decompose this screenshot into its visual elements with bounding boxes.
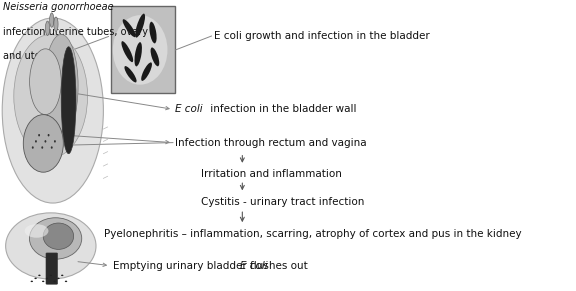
- Ellipse shape: [54, 140, 56, 143]
- Text: E coli growth and infection in the bladder: E coli growth and infection in the bladd…: [214, 31, 430, 41]
- Ellipse shape: [141, 62, 152, 81]
- Ellipse shape: [135, 42, 142, 66]
- Ellipse shape: [46, 278, 48, 279]
- Ellipse shape: [2, 18, 103, 203]
- Ellipse shape: [38, 275, 40, 276]
- Text: Neisseria gonorrhoeae: Neisseria gonorrhoeae: [3, 2, 114, 12]
- Text: and uterus: and uterus: [3, 52, 56, 61]
- Text: Infection through rectum and vagina: Infection through rectum and vagina: [176, 138, 367, 148]
- Ellipse shape: [124, 66, 137, 82]
- Text: Irritation and inflammation: Irritation and inflammation: [201, 169, 342, 180]
- Ellipse shape: [61, 275, 63, 276]
- Text: Pyelonephritis – inflammation, scarring, atrophy of cortex and pus in the kidney: Pyelonephritis – inflammation, scarring,…: [104, 229, 521, 239]
- Ellipse shape: [57, 278, 60, 279]
- Ellipse shape: [31, 281, 33, 282]
- Ellipse shape: [48, 134, 50, 136]
- Ellipse shape: [50, 275, 52, 276]
- Ellipse shape: [50, 13, 54, 27]
- Ellipse shape: [23, 115, 63, 172]
- Ellipse shape: [46, 21, 50, 36]
- Text: E coli: E coli: [176, 104, 203, 114]
- Text: E coli: E coli: [240, 261, 268, 271]
- Ellipse shape: [35, 278, 37, 279]
- Text: Emptying urinary bladder flushes out: Emptying urinary bladder flushes out: [113, 261, 311, 271]
- Ellipse shape: [149, 22, 157, 43]
- FancyBboxPatch shape: [46, 253, 58, 284]
- Ellipse shape: [29, 49, 61, 115]
- Ellipse shape: [44, 34, 78, 137]
- Text: Cystitis - urinary tract infection: Cystitis - urinary tract infection: [201, 197, 365, 207]
- Ellipse shape: [135, 14, 145, 38]
- Ellipse shape: [32, 146, 34, 149]
- Ellipse shape: [122, 41, 133, 62]
- Ellipse shape: [44, 140, 47, 143]
- Ellipse shape: [51, 146, 52, 149]
- Text: infection in the bladder wall: infection in the bladder wall: [207, 104, 357, 114]
- Ellipse shape: [123, 19, 136, 37]
- Ellipse shape: [35, 140, 37, 143]
- Ellipse shape: [43, 223, 74, 249]
- Ellipse shape: [38, 134, 40, 136]
- Ellipse shape: [113, 15, 168, 85]
- Ellipse shape: [54, 281, 56, 282]
- Ellipse shape: [65, 281, 67, 282]
- Ellipse shape: [150, 47, 159, 66]
- Ellipse shape: [61, 47, 76, 154]
- Ellipse shape: [54, 17, 58, 31]
- Ellipse shape: [6, 213, 96, 279]
- Ellipse shape: [42, 281, 44, 282]
- Ellipse shape: [41, 146, 43, 149]
- Bar: [111, 6, 176, 93]
- Text: infection uterine tubes, ovary: infection uterine tubes, ovary: [3, 27, 148, 37]
- Ellipse shape: [14, 34, 88, 158]
- Ellipse shape: [25, 224, 48, 238]
- Ellipse shape: [29, 218, 82, 259]
